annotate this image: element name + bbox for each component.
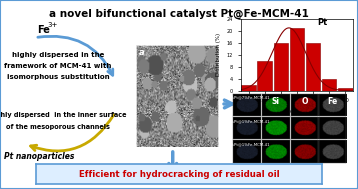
Bar xyxy=(306,43,320,91)
Text: Fe: Fe xyxy=(37,25,50,35)
Text: isomorphous substitution: isomorphous substitution xyxy=(7,74,109,80)
Text: framework of MCM-41 with: framework of MCM-41 with xyxy=(4,63,112,69)
Text: 0.3%Pt@1%Fe-MCM-41: 0.3%Pt@1%Fe-MCM-41 xyxy=(224,142,270,146)
Text: 0.3%Pt@7%Fe-MCM-41: 0.3%Pt@7%Fe-MCM-41 xyxy=(224,96,270,100)
Text: of the mesoporous channels: of the mesoporous channels xyxy=(6,124,110,129)
Text: highly dispersed in the: highly dispersed in the xyxy=(12,52,104,58)
Text: Pt nanoparticles: Pt nanoparticles xyxy=(4,152,74,161)
Bar xyxy=(290,28,304,91)
Bar xyxy=(322,79,337,91)
Text: 0.3%Pt@1%Fe-MCM-41: 0.3%Pt@1%Fe-MCM-41 xyxy=(224,119,270,123)
Text: Fe: Fe xyxy=(327,97,338,106)
Bar xyxy=(338,88,353,91)
Text: Efficient for hydrocracking of residual oil: Efficient for hydrocracking of residual … xyxy=(79,170,279,179)
Text: highly dispersed  in the inner surface: highly dispersed in the inner surface xyxy=(0,112,127,119)
Text: a: a xyxy=(139,48,144,57)
Text: O: O xyxy=(301,97,308,106)
Text: Si: Si xyxy=(272,97,280,106)
Text: 3+: 3+ xyxy=(48,22,58,28)
Text: Pt: Pt xyxy=(317,18,328,27)
Bar xyxy=(274,43,288,91)
Bar xyxy=(257,61,272,91)
Y-axis label: Distribution (%): Distribution (%) xyxy=(216,33,221,76)
Bar xyxy=(241,85,256,91)
X-axis label: Particle size (nm): Particle size (nm) xyxy=(273,109,321,114)
Text: a novel bifunctional catalyst Pt@Fe-MCM-41: a novel bifunctional catalyst Pt@Fe-MCM-… xyxy=(49,9,309,19)
